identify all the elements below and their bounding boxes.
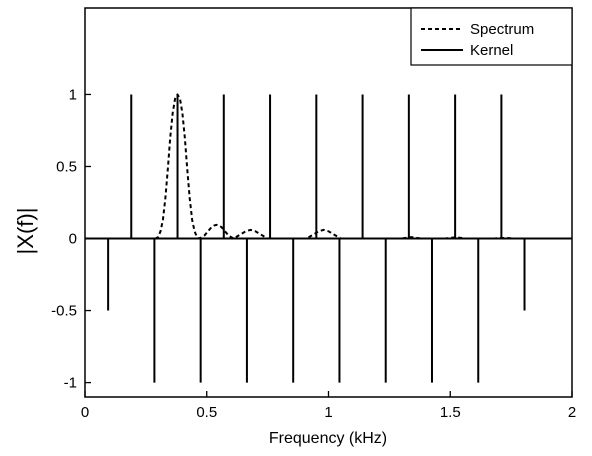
legend: Spectrum Kernel [410, 7, 573, 66]
y-tick-label: 0 [69, 231, 77, 248]
legend-spectrum-label: Spectrum [470, 21, 534, 38]
x-tick-label: 0.5 [196, 404, 217, 421]
plot-area [85, 8, 572, 397]
x-tick-label: 1.5 [440, 404, 461, 421]
x-axis-label: Frequency (kHz) [269, 430, 387, 447]
chart-marks [85, 93, 572, 383]
y-tick-label: -0.5 [51, 303, 77, 320]
legend-box [410, 7, 573, 66]
spectrum-line [85, 93, 572, 240]
axes: 0 0.5 1 1.5 2 -1 -0.5 0 0.5 1 [51, 7, 576, 421]
x-tick-label: 0 [81, 404, 89, 421]
legend-kernel-label: Kernel [470, 42, 513, 59]
y-tick-label: 1 [69, 86, 77, 103]
y-tick-label: 0.5 [56, 158, 77, 175]
plot-background [85, 8, 572, 397]
x-tick-label: 1 [324, 404, 332, 421]
x-tick-label: 2 [568, 404, 576, 421]
y-axis-label: |X(f)| [13, 208, 38, 255]
y-tick-label: -1 [64, 375, 77, 392]
